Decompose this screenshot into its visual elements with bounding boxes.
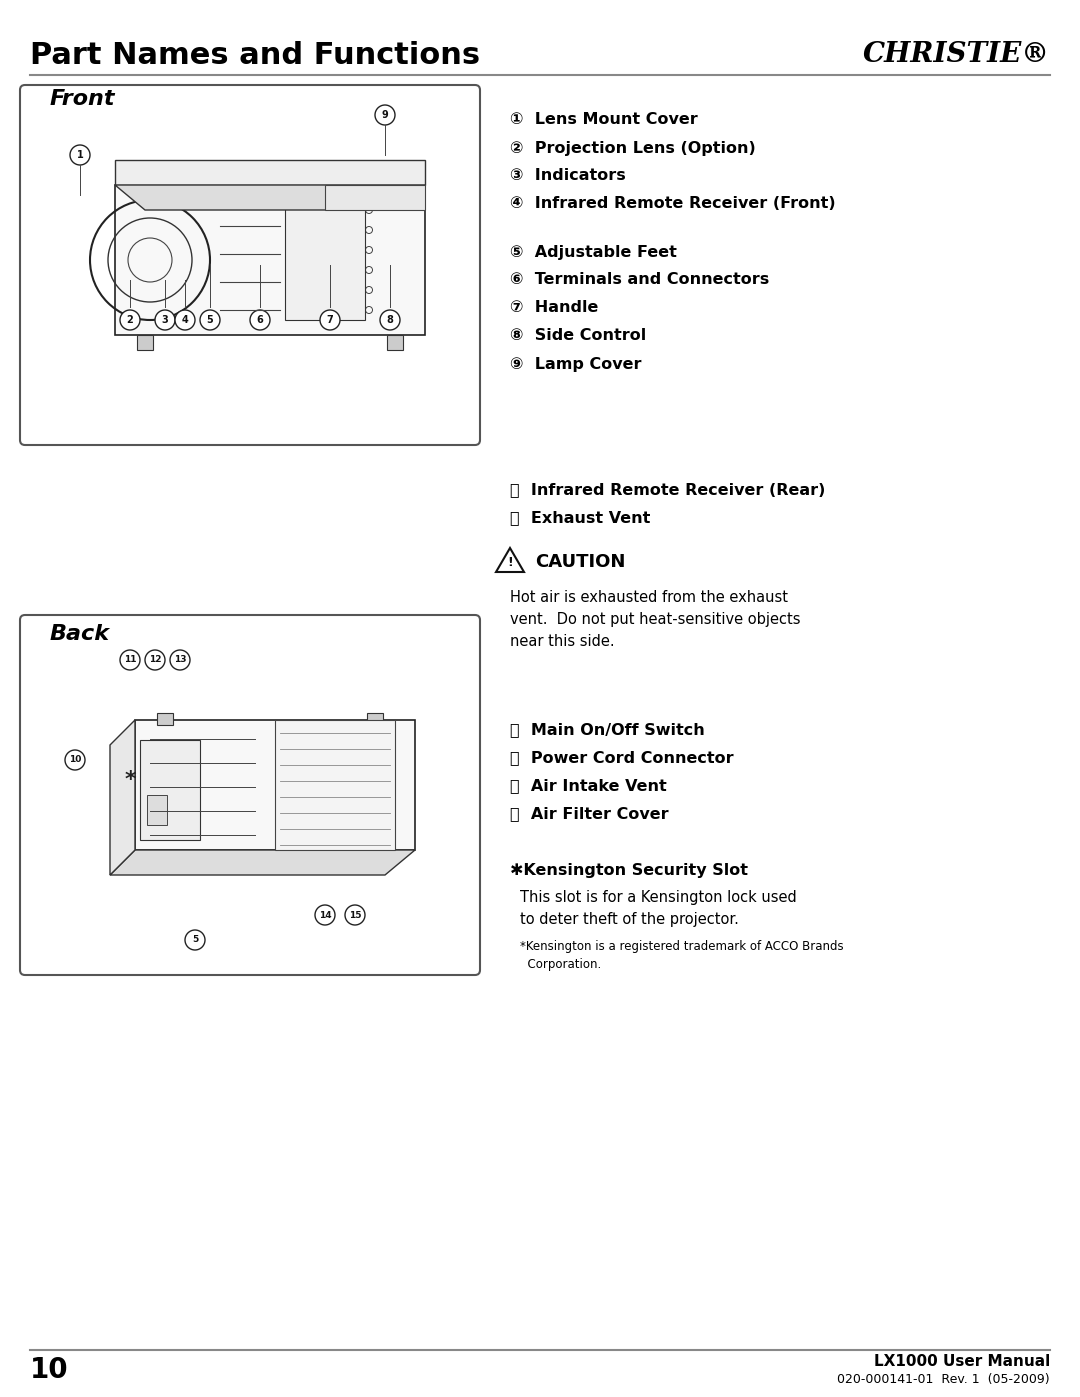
- Text: ②  Projection Lens (Option): ② Projection Lens (Option): [510, 141, 756, 155]
- Text: ⑦  Handle: ⑦ Handle: [510, 300, 598, 316]
- Circle shape: [170, 650, 190, 671]
- Text: ⑯  Air Filter Cover: ⑯ Air Filter Cover: [510, 806, 669, 821]
- Text: 11: 11: [124, 655, 136, 665]
- Text: ⑭  Power Cord Connector: ⑭ Power Cord Connector: [510, 750, 733, 766]
- FancyBboxPatch shape: [114, 184, 426, 335]
- Text: 6: 6: [257, 314, 264, 326]
- FancyBboxPatch shape: [21, 85, 480, 446]
- Polygon shape: [114, 184, 426, 210]
- Circle shape: [70, 145, 90, 165]
- Text: CAUTION: CAUTION: [535, 553, 625, 571]
- Text: ⑤  Adjustable Feet: ⑤ Adjustable Feet: [510, 244, 677, 260]
- Text: Part Names and Functions: Part Names and Functions: [30, 41, 481, 70]
- Text: 9: 9: [381, 110, 389, 120]
- Text: 14: 14: [319, 911, 332, 919]
- Circle shape: [320, 310, 340, 330]
- Text: 7: 7: [326, 314, 334, 326]
- Text: ⑬  Main On/Off Switch: ⑬ Main On/Off Switch: [510, 722, 705, 738]
- FancyBboxPatch shape: [275, 719, 395, 849]
- Text: 10: 10: [30, 1356, 69, 1384]
- Text: LX1000 User Manual: LX1000 User Manual: [874, 1355, 1050, 1369]
- Text: Hot air is exhausted from the exhaust
vent.  Do not put heat-sensitive objects
n: Hot air is exhausted from the exhaust ve…: [510, 590, 800, 650]
- Text: 2: 2: [126, 314, 133, 326]
- Text: ⑫  Exhaust Vent: ⑫ Exhaust Vent: [510, 510, 650, 525]
- FancyBboxPatch shape: [21, 615, 480, 975]
- Circle shape: [345, 905, 365, 925]
- FancyBboxPatch shape: [114, 161, 426, 184]
- Text: ⑪  Infrared Remote Receiver (Rear): ⑪ Infrared Remote Receiver (Rear): [510, 482, 825, 497]
- Text: ①  Lens Mount Cover: ① Lens Mount Cover: [510, 113, 698, 127]
- Circle shape: [200, 310, 220, 330]
- FancyBboxPatch shape: [285, 200, 365, 320]
- Text: This slot is for a Kensington lock used
to deter theft of the projector.: This slot is for a Kensington lock used …: [519, 890, 797, 928]
- Text: 3: 3: [162, 314, 168, 326]
- Text: ④  Infrared Remote Receiver (Front): ④ Infrared Remote Receiver (Front): [510, 197, 836, 211]
- Text: Back: Back: [50, 624, 110, 644]
- Circle shape: [380, 310, 400, 330]
- Circle shape: [185, 930, 205, 950]
- Text: 13: 13: [174, 655, 186, 665]
- FancyBboxPatch shape: [367, 712, 383, 725]
- Circle shape: [145, 650, 165, 671]
- Text: ⑨  Lamp Cover: ⑨ Lamp Cover: [510, 356, 642, 372]
- Circle shape: [175, 310, 195, 330]
- FancyBboxPatch shape: [140, 740, 200, 840]
- Text: ⑥  Terminals and Connectors: ⑥ Terminals and Connectors: [510, 272, 769, 288]
- Text: *Kensington is a registered trademark of ACCO Brands
  Corporation.: *Kensington is a registered trademark of…: [519, 940, 843, 971]
- Text: 8: 8: [387, 314, 393, 326]
- Text: ③  Indicators: ③ Indicators: [510, 169, 625, 183]
- Text: 10: 10: [69, 756, 81, 764]
- Polygon shape: [110, 719, 135, 875]
- Text: ⑧  Side Control: ⑧ Side Control: [510, 328, 646, 344]
- Text: ⑮  Air Intake Vent: ⑮ Air Intake Vent: [510, 778, 666, 793]
- FancyBboxPatch shape: [135, 719, 415, 849]
- FancyBboxPatch shape: [157, 712, 173, 725]
- Text: 5: 5: [206, 314, 214, 326]
- Circle shape: [156, 310, 175, 330]
- Text: 5: 5: [192, 936, 198, 944]
- Text: 1: 1: [77, 149, 83, 161]
- FancyBboxPatch shape: [137, 335, 153, 351]
- Circle shape: [249, 310, 270, 330]
- Circle shape: [315, 905, 335, 925]
- Text: *: *: [124, 770, 136, 789]
- FancyBboxPatch shape: [325, 184, 426, 210]
- Text: 15: 15: [349, 911, 361, 919]
- Text: ✱Kensington Security Slot: ✱Kensington Security Slot: [510, 862, 748, 877]
- Text: CHRISTIE®: CHRISTIE®: [863, 42, 1050, 68]
- Polygon shape: [110, 849, 415, 875]
- Text: Front: Front: [50, 89, 116, 109]
- Circle shape: [65, 750, 85, 770]
- Text: 020-000141-01  Rev. 1  (05-2009): 020-000141-01 Rev. 1 (05-2009): [837, 1373, 1050, 1386]
- Circle shape: [375, 105, 395, 124]
- Text: 12: 12: [149, 655, 161, 665]
- Text: !: !: [508, 556, 513, 570]
- Circle shape: [120, 310, 140, 330]
- FancyBboxPatch shape: [387, 335, 403, 351]
- FancyBboxPatch shape: [147, 795, 167, 826]
- Text: 4: 4: [181, 314, 188, 326]
- Circle shape: [120, 650, 140, 671]
